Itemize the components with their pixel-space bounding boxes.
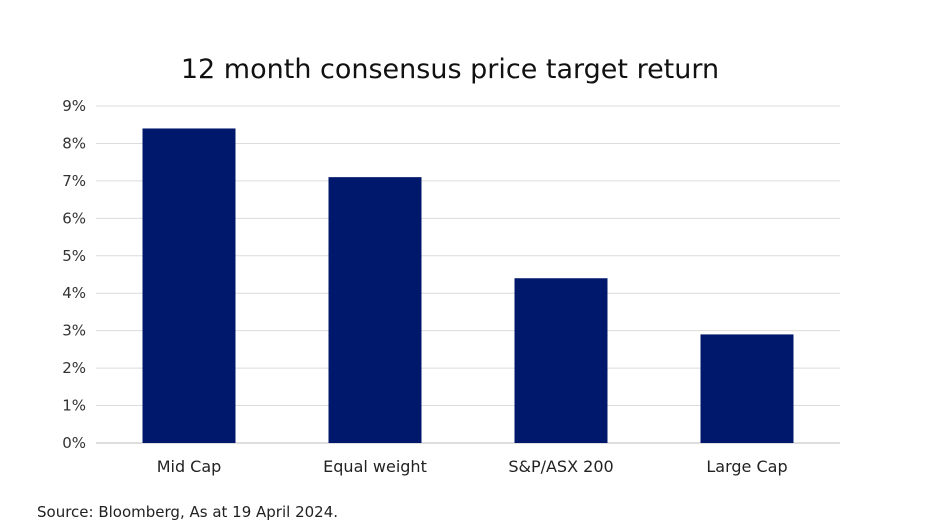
source-note: Source: Bloomberg, As at 19 April 2024. — [37, 503, 339, 521]
bar-mid-cap — [142, 128, 236, 443]
bars — [142, 128, 794, 443]
bar-large-cap — [700, 334, 794, 443]
y-tick-label: 7% — [62, 172, 86, 190]
y-tick-label: 2% — [62, 359, 86, 377]
x-axis-ticks: Mid Cap Equal weight S&P/ASX 200 Large Cap — [157, 457, 788, 476]
bar-equal-weight — [328, 177, 422, 443]
y-tick-label: 9% — [62, 97, 86, 115]
x-tick-label: Large Cap — [706, 457, 787, 476]
y-tick-label: 0% — [62, 434, 86, 452]
x-tick-label: Equal weight — [323, 457, 427, 476]
y-tick-label: 6% — [62, 209, 86, 227]
y-tick-label: 8% — [62, 134, 86, 152]
x-tick-label: Mid Cap — [157, 457, 222, 476]
y-tick-label: 5% — [62, 247, 86, 265]
chart-title: 12 month consensus price target return — [181, 54, 719, 85]
bar-chart: 12 month consensus price target return 0… — [62, 54, 840, 476]
y-tick-label: 1% — [62, 397, 86, 415]
bar-s-p-asx-200 — [514, 278, 608, 443]
y-tick-label: 3% — [62, 322, 86, 340]
x-tick-label: S&P/ASX 200 — [508, 457, 613, 476]
y-tick-label: 4% — [62, 284, 86, 302]
y-axis-ticks: 0% 1% 2% 3% 4% 5% 6% 7% 8% 9% — [62, 97, 86, 452]
